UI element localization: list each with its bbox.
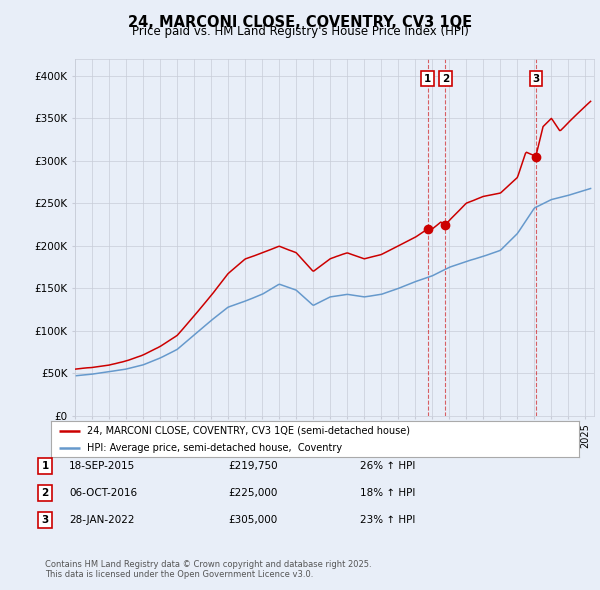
Text: 23% ↑ HPI: 23% ↑ HPI (360, 516, 415, 525)
Text: 3: 3 (532, 74, 539, 84)
Text: 24, MARCONI CLOSE, COVENTRY, CV3 1QE (semi-detached house): 24, MARCONI CLOSE, COVENTRY, CV3 1QE (se… (87, 425, 410, 435)
Text: Contains HM Land Registry data © Crown copyright and database right 2025.
This d: Contains HM Land Registry data © Crown c… (45, 560, 371, 579)
Text: 18-SEP-2015: 18-SEP-2015 (69, 461, 135, 471)
Text: 24, MARCONI CLOSE, COVENTRY, CV3 1QE: 24, MARCONI CLOSE, COVENTRY, CV3 1QE (128, 15, 472, 30)
Text: 2: 2 (442, 74, 449, 84)
Text: 2: 2 (41, 489, 49, 498)
Text: 3: 3 (41, 516, 49, 525)
Text: 1: 1 (424, 74, 431, 84)
Text: £305,000: £305,000 (228, 516, 277, 525)
Text: 28-JAN-2022: 28-JAN-2022 (69, 516, 134, 525)
Text: 26% ↑ HPI: 26% ↑ HPI (360, 461, 415, 471)
Text: 18% ↑ HPI: 18% ↑ HPI (360, 489, 415, 498)
Text: 1: 1 (41, 461, 49, 471)
Text: 06-OCT-2016: 06-OCT-2016 (69, 489, 137, 498)
Text: HPI: Average price, semi-detached house,  Coventry: HPI: Average price, semi-detached house,… (87, 443, 342, 453)
Text: Price paid vs. HM Land Registry's House Price Index (HPI): Price paid vs. HM Land Registry's House … (131, 25, 469, 38)
Text: £219,750: £219,750 (228, 461, 278, 471)
Text: £225,000: £225,000 (228, 489, 277, 498)
